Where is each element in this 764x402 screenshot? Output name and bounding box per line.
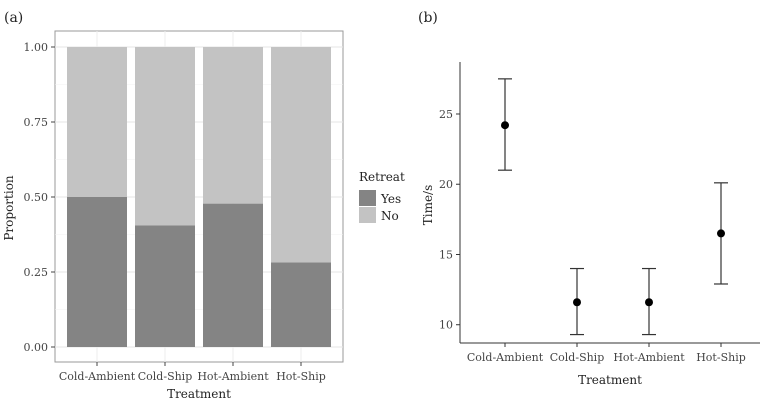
panel-a-legend: Retreat Yes No <box>359 170 405 223</box>
x-tick-label-hot-ship: Hot-Ship <box>276 370 326 383</box>
legend-label-yes: Yes <box>380 192 401 206</box>
panel-a-y-axis-label: Proportion <box>2 175 16 241</box>
panel-a-bars <box>67 47 331 347</box>
panel-b-points <box>498 78 728 336</box>
bar-hot-ship-no <box>271 47 331 263</box>
y-tick-label: 0.00 <box>24 341 49 354</box>
x-tick-label-cold-ambient: Cold-Ambient <box>59 370 136 383</box>
legend-label-no: No <box>381 209 399 223</box>
legend-title: Retreat <box>359 170 405 184</box>
point-hot-ship <box>717 229 725 238</box>
bar-hot-ambient-yes <box>203 203 263 347</box>
y-tick-label: 10 <box>439 319 453 332</box>
legend-key-no <box>359 207 376 223</box>
legend-key-yes <box>359 190 376 206</box>
panel-a-y-ticks: 0.00 0.25 0.50 0.75 1.00 <box>24 41 55 354</box>
bar-cold-ship-yes <box>135 225 195 347</box>
point-hot-ambient <box>645 298 653 307</box>
y-tick-label: 20 <box>439 178 453 191</box>
panel-b-label: (b) <box>418 10 438 26</box>
x-tick-label-hot-ambient: Hot-Ambient <box>197 370 269 383</box>
point-cold-ship <box>573 298 581 307</box>
y-tick-label: 25 <box>439 108 453 121</box>
panel-b-x-axis-label: Treatment <box>578 373 642 387</box>
bar-cold-ship-no <box>135 47 195 226</box>
x-tick-label-hot-ambient: Hot-Ambient <box>613 351 685 364</box>
panel-a: (a) 0.00 0.25 0.50 0.75 1.00 Cold-Ambient Col… <box>2 10 405 401</box>
panel-b: (b) 10 15 20 25 Cold-Ambient Cold-Ship Hot-Am… <box>418 10 760 387</box>
x-tick-label-cold-ship: Cold-Ship <box>138 370 193 383</box>
x-tick-label-cold-ship: Cold-Ship <box>550 351 605 364</box>
y-tick-label: 0.25 <box>24 266 49 279</box>
panel-b-y-ticks: 10 15 20 25 <box>439 108 460 332</box>
bar-cold-ambient-yes <box>67 197 127 347</box>
bar-hot-ship-yes <box>271 262 331 347</box>
panel-a-x-axis-label: Treatment <box>167 387 231 401</box>
bar-cold-ambient-no <box>67 47 127 197</box>
panel-a-label: (a) <box>4 10 23 26</box>
panel-a-x-ticks: Cold-Ambient Cold-Ship Hot-Ambient Hot-Ship <box>59 362 326 383</box>
panel-b-x-ticks: Cold-Ambient Cold-Ship Hot-Ambient Hot-Ship <box>467 343 746 364</box>
y-tick-label: 1.00 <box>24 41 49 54</box>
point-cold-ambient <box>501 121 509 130</box>
y-tick-label: 0.50 <box>24 191 49 204</box>
x-tick-label-cold-ambient: Cold-Ambient <box>467 351 544 364</box>
y-tick-label: 15 <box>439 248 453 261</box>
bar-hot-ambient-no <box>203 47 263 204</box>
x-tick-label-hot-ship: Hot-Ship <box>696 351 746 364</box>
y-tick-label: 0.75 <box>24 116 49 129</box>
panel-b-y-axis-label: Time/s <box>421 185 435 226</box>
